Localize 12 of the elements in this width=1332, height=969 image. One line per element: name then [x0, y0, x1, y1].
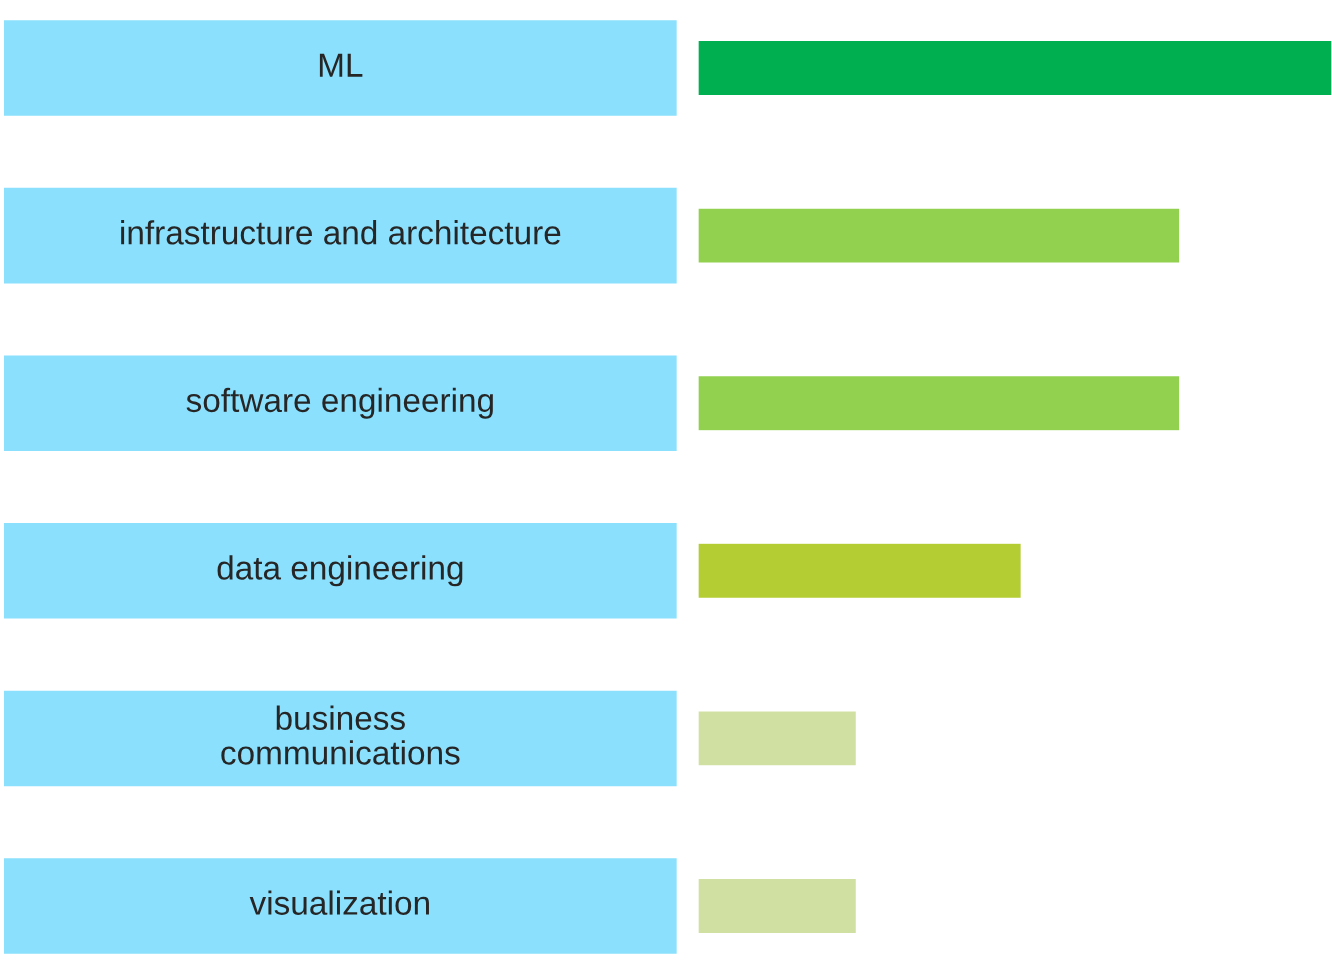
y-tick-label: software engineering [186, 387, 493, 419]
y-tick-label: visualization [249, 890, 429, 915]
y-tick-label: data engineering [217, 555, 463, 587]
bar [697, 207, 1181, 264]
bar [697, 39, 1332, 97]
bar [697, 374, 1181, 432]
bar [697, 542, 1023, 600]
bar [697, 710, 858, 767]
y-tick-label: business communications [221, 705, 460, 765]
y-tick-label: ML [319, 53, 363, 77]
bar [697, 877, 858, 935]
y-tick-label: infrastructure and architecture [121, 220, 561, 245]
